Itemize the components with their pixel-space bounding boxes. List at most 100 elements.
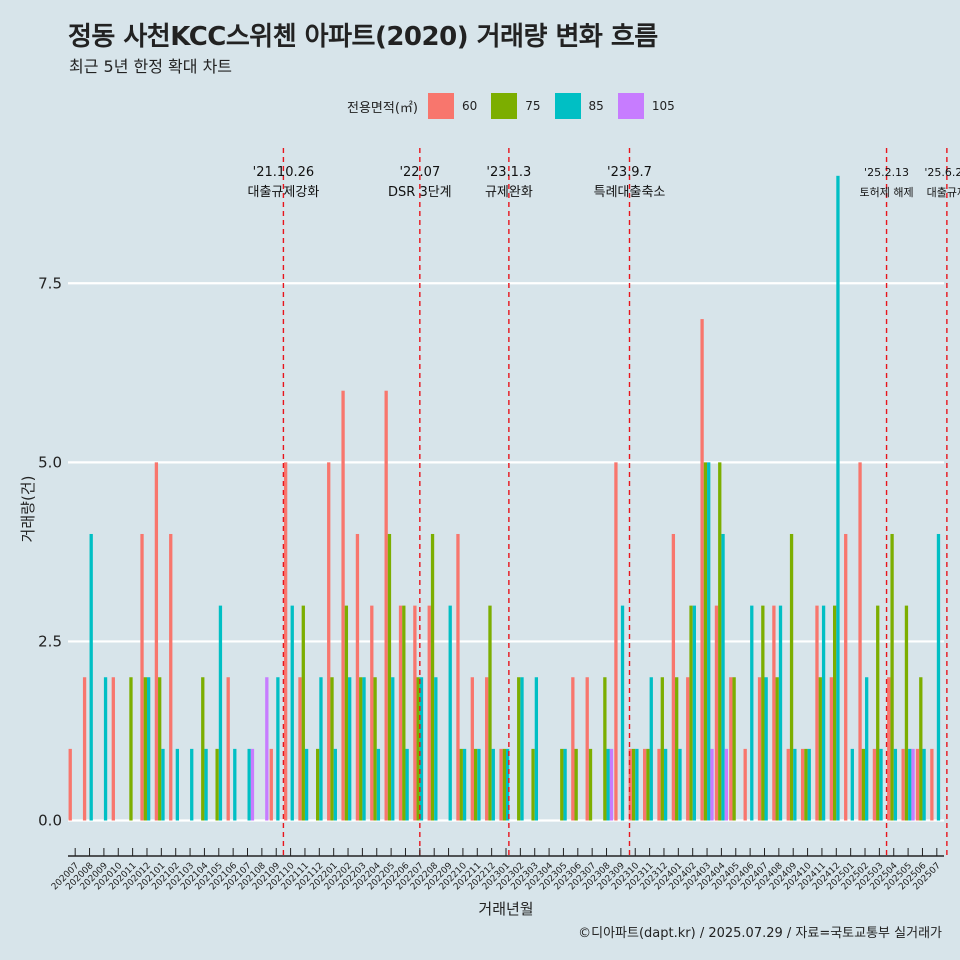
- bar-85-202505: [908, 748, 912, 821]
- bar-60-202210: [456, 533, 460, 821]
- bar-60-202506: [915, 748, 920, 821]
- bar-60-202211: [470, 677, 474, 821]
- bar-60-202407: [757, 677, 762, 821]
- bar-60-202206: [398, 605, 403, 821]
- bar-85-202507: [936, 533, 941, 821]
- bar-60-202207: [413, 605, 417, 821]
- bar-75-202411: [818, 677, 822, 821]
- bar-75-202504: [890, 533, 894, 821]
- bar-85-202503: [879, 748, 883, 821]
- bar-85-202212: [491, 748, 495, 821]
- bar-60-202306: [571, 677, 575, 821]
- bar-85-202204: [376, 748, 381, 821]
- bar-60-202412: [829, 677, 833, 821]
- bar-60-202212: [485, 677, 489, 821]
- bar-105-202403: [710, 748, 714, 821]
- bar-75-202305: [560, 748, 564, 821]
- bar-75-202312: [660, 677, 664, 821]
- bar-105-202107: [250, 748, 255, 821]
- bar-85-202504: [893, 748, 898, 821]
- bar-85-202311: [649, 677, 653, 821]
- bar-85-202303: [534, 677, 539, 821]
- chart-title: 정동 사천KCC스위첸 아파트(2020) 거래량 변화 흐름: [68, 22, 658, 52]
- bar-75-202401: [675, 677, 679, 821]
- bar-60-202408: [772, 605, 776, 821]
- bar-60-202403: [700, 319, 704, 821]
- bar-75-202311: [646, 748, 650, 821]
- bar-85-202101: [161, 748, 165, 821]
- bar-75-202012: [143, 677, 147, 821]
- bar-60-202307: [585, 677, 589, 821]
- bar-75-202210: [459, 748, 463, 821]
- bar-60-202111: [298, 677, 302, 821]
- bar-85-202103: [190, 748, 194, 821]
- bar-85-202410: [807, 748, 811, 821]
- bar-75-202410: [804, 748, 808, 821]
- bar-60-202202: [341, 390, 345, 821]
- bar-85-202107: [247, 748, 251, 821]
- bar-60-202008: [82, 677, 87, 821]
- bar-75-202202: [344, 605, 349, 821]
- bar-60-202402: [686, 677, 690, 821]
- bar-60-202406: [743, 748, 747, 821]
- bar-105-202404: [724, 748, 729, 821]
- bar-60-202203: [355, 533, 360, 821]
- source-caption: ©디아파트(dapt.kr) / 2025.07.29 / 자료=국토교통부 실…: [578, 926, 942, 941]
- bar-60-202311: [643, 748, 647, 821]
- legend-swatch-85: [554, 93, 581, 119]
- legend-title: 전용면적(㎡): [347, 100, 418, 116]
- bar-85-202305: [563, 748, 567, 821]
- bar-85-202301: [506, 748, 510, 821]
- bar-85-202310: [635, 748, 639, 821]
- event-label: DSR 3단계: [388, 185, 452, 200]
- bar-85-202402: [692, 605, 696, 821]
- bar-75-202302: [517, 677, 521, 821]
- bar-85-202502: [865, 677, 869, 821]
- bar-60-202410: [800, 748, 805, 821]
- bar-85-202312: [663, 748, 668, 821]
- bar-60-202106: [226, 677, 230, 821]
- bar-60-202504: [887, 677, 891, 821]
- bar-105-202108: [265, 677, 269, 821]
- bar-75-202212: [488, 605, 492, 821]
- chart-subtitle: 최근 5년 한정 확대 차트: [69, 57, 233, 76]
- bar-85-202206: [405, 748, 409, 821]
- bar-60-202301: [499, 748, 503, 821]
- bar-85-202309: [620, 605, 625, 821]
- bar-75-202404: [718, 462, 722, 821]
- bar-75-202101: [158, 677, 162, 821]
- x-axis-title: 거래년월: [478, 900, 533, 918]
- legend-item-75: 75: [491, 93, 541, 119]
- legend-label-85: 85: [588, 99, 604, 113]
- bar-60-202401: [671, 533, 676, 821]
- y-tick-label: 0.0: [38, 812, 62, 830]
- bar-60-202102: [169, 533, 173, 821]
- bar-60-202010: [111, 677, 115, 821]
- event-date: '23.1.3: [486, 165, 531, 180]
- bar-60-202204: [370, 605, 374, 821]
- bar-85-202202: [348, 677, 352, 821]
- bar-75-202111: [301, 605, 305, 821]
- event-label: 특례대출축소: [594, 185, 666, 200]
- bar-105-202308: [609, 748, 614, 821]
- bar-85-202409: [793, 748, 797, 821]
- bar-85-202208: [434, 677, 438, 821]
- bar-60-202110: [283, 462, 288, 821]
- event-label: 규제완화: [485, 185, 533, 200]
- bar-75-202405: [732, 677, 736, 821]
- bar-75-202503: [876, 605, 880, 821]
- bar-75-202409: [789, 533, 794, 821]
- bar-75-202310: [631, 748, 636, 821]
- bar-75-202105: [215, 748, 219, 821]
- bar-75-202408: [775, 677, 779, 821]
- bar-75-202206: [402, 605, 406, 821]
- bar-60-202101: [154, 462, 159, 821]
- bar-60-202409: [786, 748, 790, 821]
- bar-75-202502: [861, 748, 866, 821]
- bar-60-202312: [657, 748, 661, 821]
- bar-75-202307: [588, 748, 593, 821]
- bar-85-202203: [362, 677, 366, 821]
- event-label: 대출규제강화: [248, 185, 320, 200]
- bar-75-202403: [703, 462, 708, 821]
